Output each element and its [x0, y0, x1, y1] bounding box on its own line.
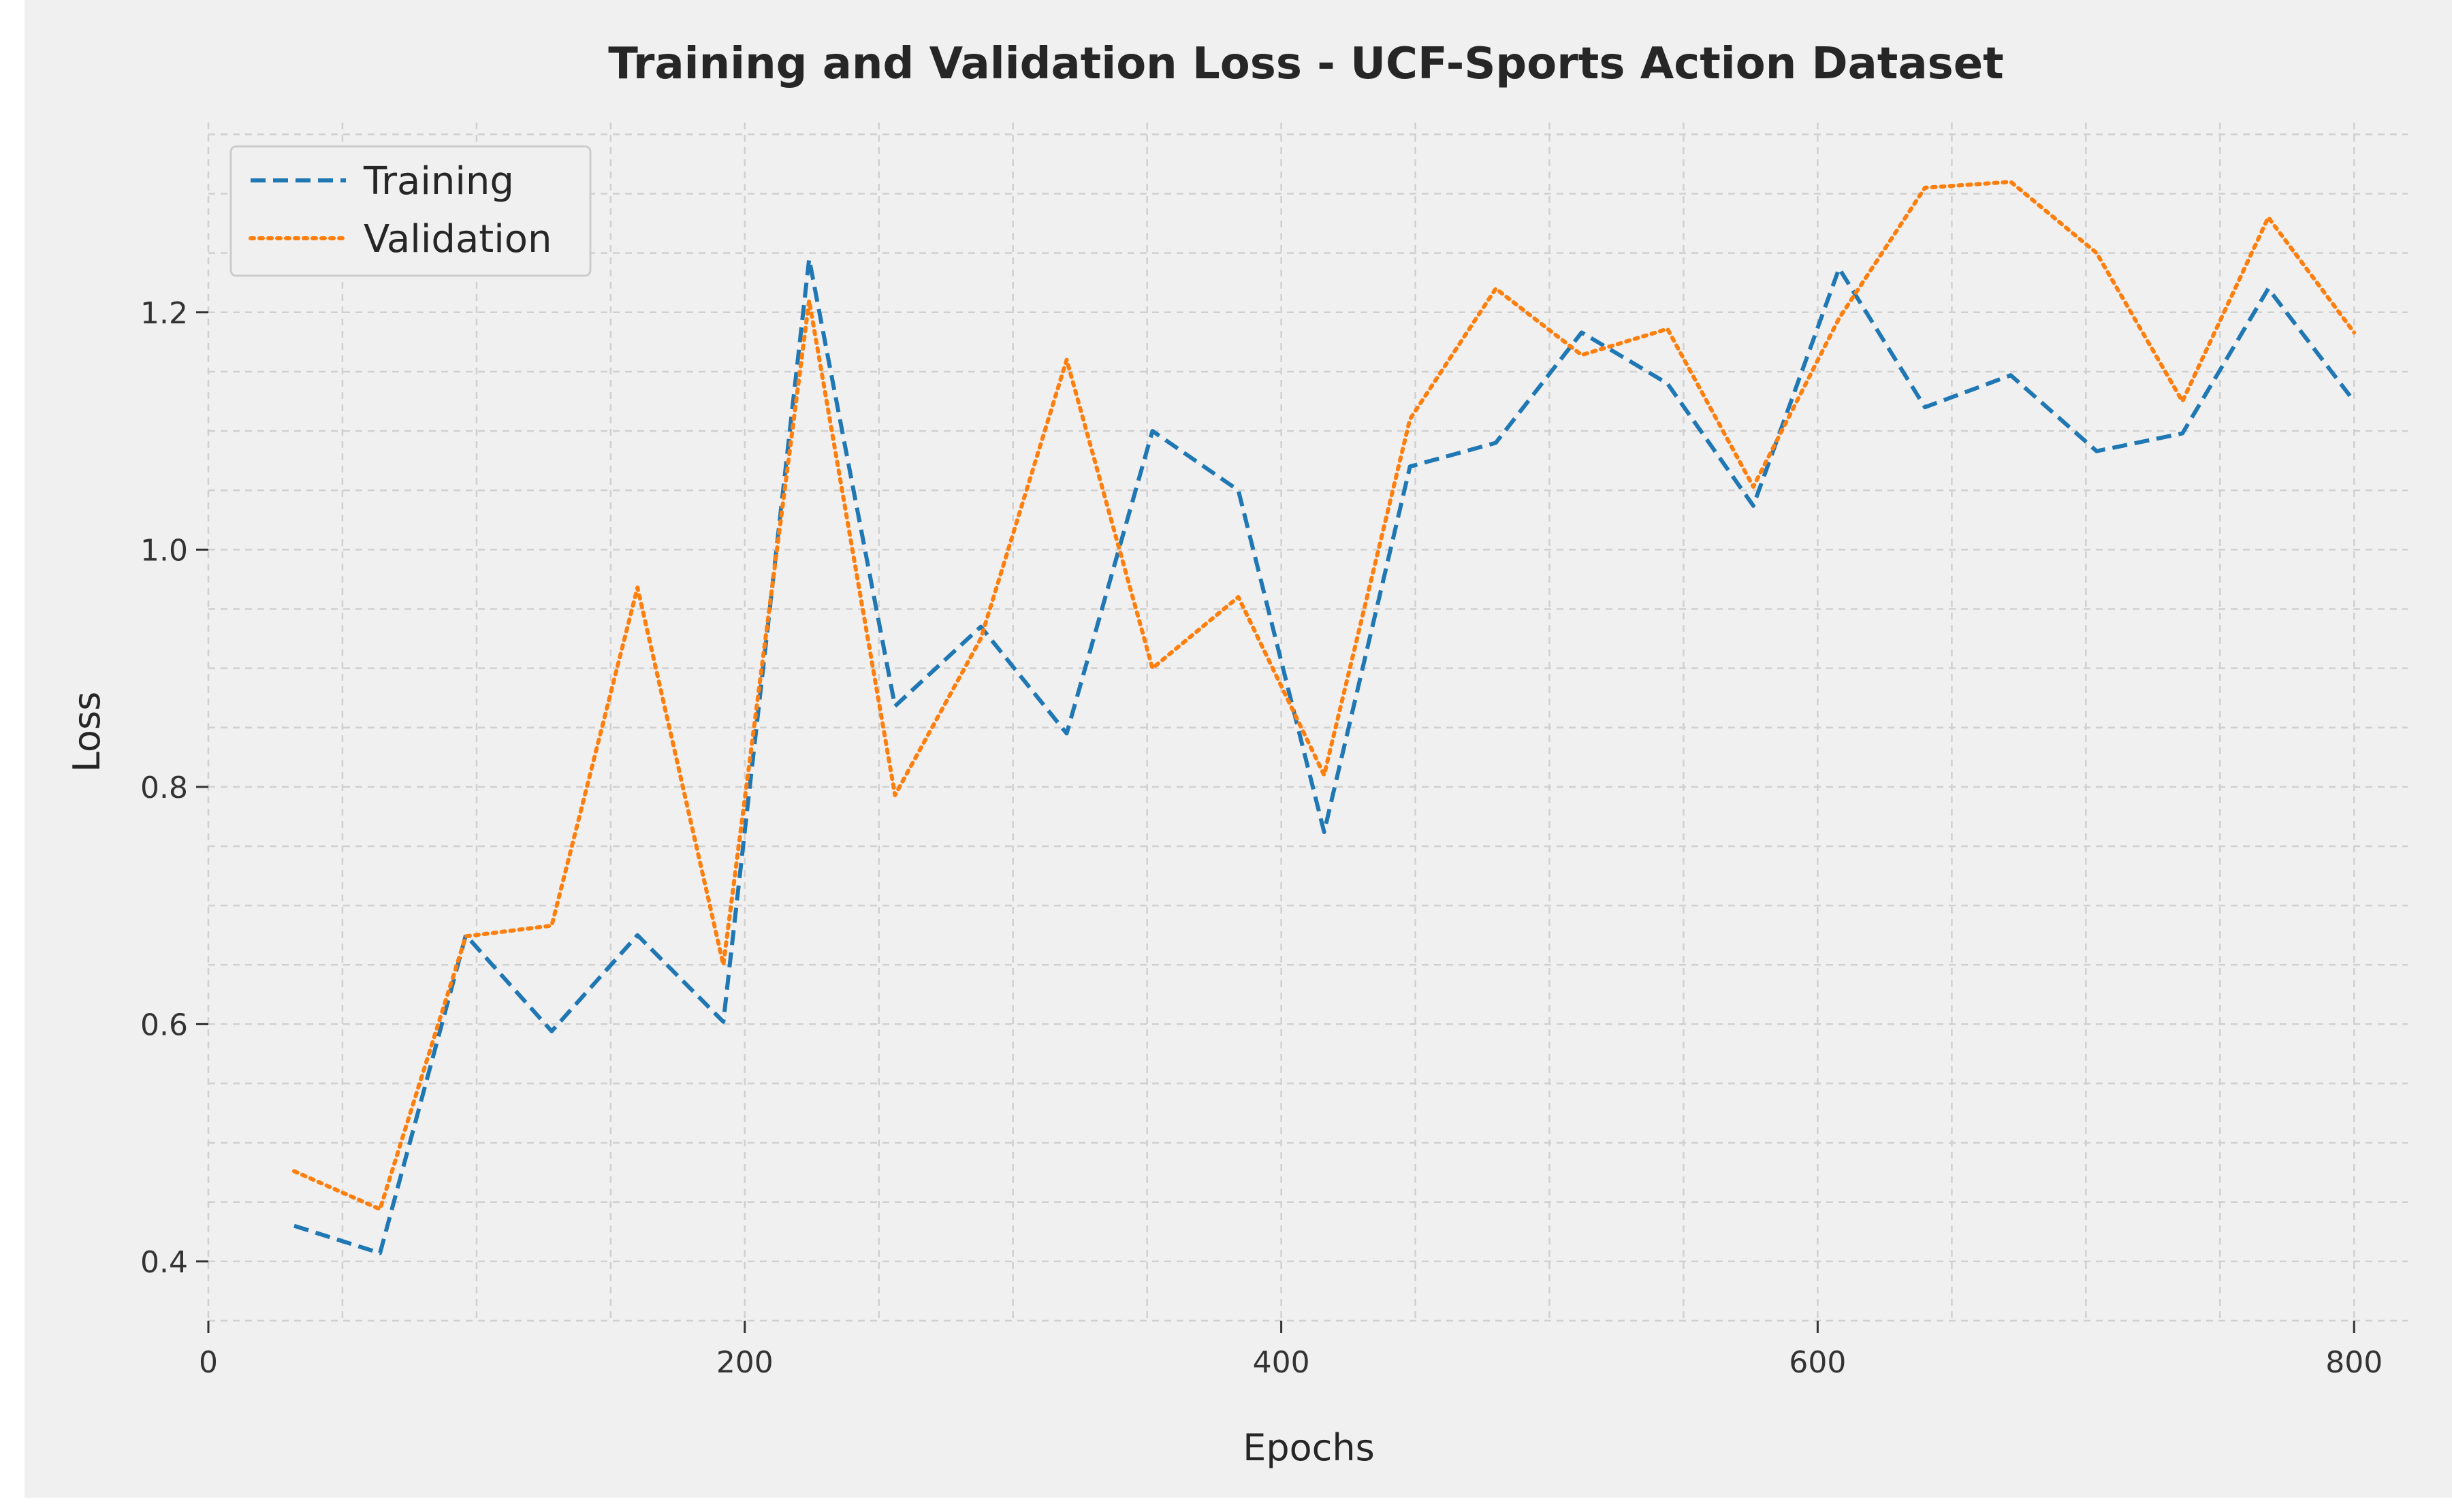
chart-title: Training and Validation Loss - UCF-Sport…: [608, 39, 2003, 89]
data-point-training: [1065, 732, 1068, 735]
figure-background: 0 200 400 600 800 0.4 0.6 0.8 1.0 1.2 Training an…: [25, 0, 2452, 1498]
legend-training-label: Training: [363, 159, 514, 204]
legend: Training Validation: [229, 145, 592, 277]
y-tick-label: 1.0: [140, 533, 188, 568]
data-point-training: [1580, 331, 1583, 334]
data-point-validation: [636, 586, 639, 589]
data-point-validation: [893, 794, 896, 797]
data-point-training: [2267, 287, 2270, 290]
data-point-validation: [1495, 287, 1497, 290]
data-point-validation: [2353, 331, 2355, 334]
data-point-validation: [1838, 317, 1841, 320]
y-tick-label: 0.4: [140, 1245, 188, 1280]
data-point-training: [1323, 831, 1326, 833]
y-tick-label: 0.6: [140, 1008, 188, 1042]
data-point-validation: [2267, 216, 2270, 219]
x-tick-label: 0: [199, 1345, 218, 1380]
data-point-training: [1924, 406, 1926, 408]
data-point-training: [1838, 267, 1841, 270]
data-point-training: [1151, 430, 1154, 432]
data-point-training: [1752, 504, 1755, 507]
data-point-validation: [1409, 418, 1412, 421]
data-point-training: [1409, 465, 1412, 468]
data-point-validation: [1323, 773, 1326, 776]
data-point-training: [1237, 489, 1240, 492]
loss-chart: 0 200 400 600 800 0.4 0.6 0.8 1.0 1.2 Training an…: [65, 39, 2408, 1469]
data-point-validation: [293, 1170, 296, 1172]
data-point-training: [293, 1225, 296, 1227]
data-point-training: [2009, 374, 2012, 376]
data-point-training: [2181, 432, 2184, 435]
y-tick-label: 0.8: [140, 771, 188, 805]
data-point-training: [379, 1252, 381, 1255]
x-tick-label: 200: [716, 1345, 774, 1380]
axes: 0 200 400 600 800 0.4 0.6 0.8 1.0 1.2: [140, 296, 2383, 1380]
series-line-validation: [292, 180, 2357, 1212]
data-point-training: [979, 626, 982, 628]
data-point-training: [2353, 400, 2355, 403]
data-point-validation: [550, 924, 553, 927]
series-lines: [292, 180, 2357, 1255]
y-tick-label: 1.2: [140, 296, 188, 331]
data-point-validation: [2181, 400, 2184, 403]
series-line-training: [293, 257, 2356, 1255]
data-point-validation: [808, 299, 810, 302]
data-point-validation: [1237, 596, 1240, 598]
data-point-training: [2095, 450, 2098, 453]
x-tick-label: 600: [1789, 1345, 1846, 1380]
data-point-training: [550, 1030, 553, 1033]
data-point-validation: [1065, 359, 1068, 361]
data-point-training: [808, 257, 810, 260]
data-point-validation: [1580, 354, 1583, 357]
grid-lines: [207, 123, 2408, 1322]
x-tick-label: 800: [2325, 1345, 2383, 1380]
data-point-validation: [464, 935, 467, 937]
data-point-validation: [1666, 327, 1669, 330]
data-point-training: [722, 1020, 725, 1023]
x-axis-label: Epochs: [1243, 1426, 1374, 1469]
data-point-validation: [1924, 187, 1926, 189]
data-point-validation: [979, 637, 982, 640]
data-point-validation: [2095, 252, 2098, 255]
data-point-validation: [379, 1208, 381, 1210]
data-point-training: [636, 934, 639, 937]
x-tick-label: 400: [1253, 1345, 1310, 1380]
data-point-validation: [1752, 485, 1755, 488]
y-axis-label: Loss: [65, 692, 108, 772]
data-point-validation: [1151, 667, 1154, 670]
data-point-training: [1495, 441, 1497, 444]
data-point-validation: [2009, 180, 2012, 183]
data-point-training: [893, 705, 896, 707]
data-point-validation: [722, 963, 725, 966]
data-point-training: [1666, 382, 1669, 385]
legend-validation-label: Validation: [364, 217, 552, 261]
